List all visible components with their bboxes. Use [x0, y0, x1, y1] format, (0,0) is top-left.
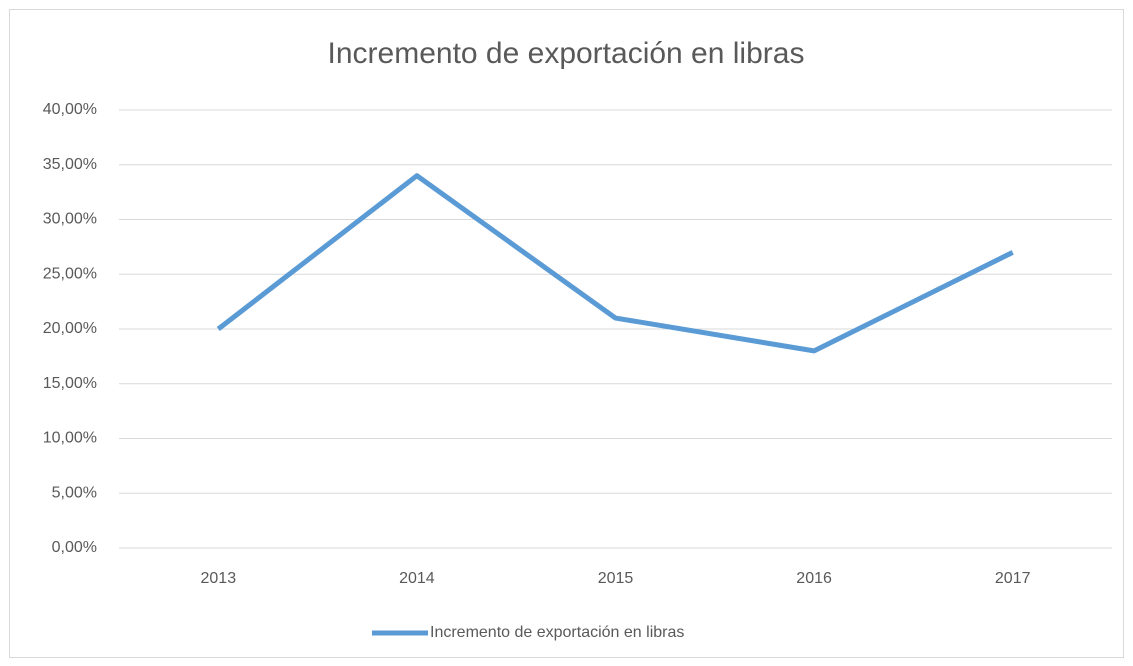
x-tick-label: 2017 [995, 570, 1031, 587]
y-tick-label: 30,00% [43, 211, 97, 228]
y-tick-label: 5,00% [52, 484, 97, 501]
y-tick-label: 20,00% [43, 320, 97, 337]
y-tick-label: 40,00% [43, 101, 97, 118]
chart-border [9, 9, 1124, 658]
y-tick-label: 35,00% [43, 156, 97, 173]
legend-label: Incremento de exportación en libras [430, 624, 684, 641]
series-line [216, 173, 1014, 354]
x-tick-label: 2015 [598, 570, 634, 587]
y-tick-label: 15,00% [43, 375, 97, 392]
chart-title: Incremento de exportación en libras [328, 37, 805, 70]
y-tick-label: 10,00% [43, 430, 97, 447]
x-tick-label: 2013 [201, 570, 237, 587]
y-tick-label: 0,00% [52, 539, 97, 556]
y-tick-label: 25,00% [43, 265, 97, 282]
x-tick-label: 2016 [796, 570, 832, 587]
x-tick-label: 2014 [399, 570, 435, 587]
